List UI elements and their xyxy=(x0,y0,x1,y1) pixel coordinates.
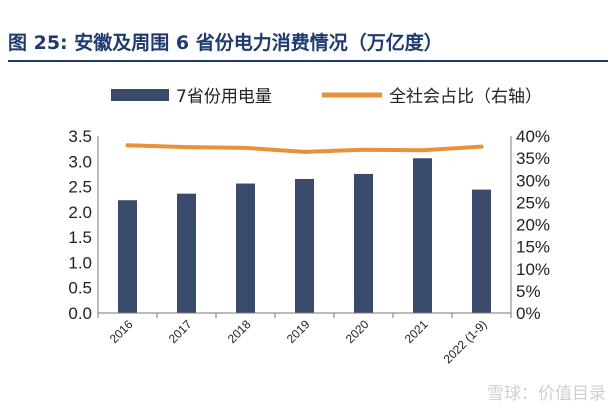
bar xyxy=(354,173,373,313)
y-tick-label: 2.5 xyxy=(68,178,92,197)
share-point xyxy=(420,148,425,153)
y-tick-label: 2.0 xyxy=(68,203,92,222)
bar xyxy=(295,178,314,313)
x-tick-label: 2019 xyxy=(284,317,313,346)
chart-title: 图 25: 安徽及周围 6 省份电力消费情况（万亿度） xyxy=(8,32,443,54)
y-tick-label: 3.5 xyxy=(68,127,92,146)
legend-line-label: 全社会占比（右轴） xyxy=(389,87,542,107)
share-point xyxy=(302,149,307,154)
share-point xyxy=(243,145,248,150)
title-divider xyxy=(8,60,608,62)
legend-bar-label: 7省份用电量 xyxy=(176,87,272,107)
plot-area: 0.0 0.5 1.0 1.5 2.0 2.5 3.0 3.5 0% 5% 10% 15% 20% 25%… xyxy=(68,127,550,366)
y-tick-label: 0.0 xyxy=(68,304,92,323)
share-point xyxy=(125,143,130,148)
legend: 7省份用电量 全社会占比（右轴） xyxy=(111,87,542,107)
legend-bar-swatch xyxy=(111,89,169,101)
share-point xyxy=(184,145,189,150)
y2-tick-label: 20% xyxy=(516,216,550,235)
y2-tick-label: 15% xyxy=(516,238,550,257)
y2-tick-label: 30% xyxy=(516,171,550,190)
x-tick-label: 2021 xyxy=(402,317,431,346)
y2-tick-label: 40% xyxy=(516,127,550,146)
y2-tick-label: 10% xyxy=(516,260,550,279)
watermark: 雪球：价值目录 xyxy=(487,384,606,404)
y-tick-label: 0.5 xyxy=(68,279,92,298)
y-tick-label: 1.5 xyxy=(68,228,92,247)
x-tick-label: 2018 xyxy=(225,317,254,346)
y-tick-label: 1.0 xyxy=(68,253,92,272)
y2-tick-label: 25% xyxy=(516,193,550,212)
bar xyxy=(413,158,432,313)
share-point xyxy=(361,147,366,152)
y-tick-label: 3.0 xyxy=(68,152,92,171)
bar xyxy=(118,200,137,313)
y2-tick-label: 5% xyxy=(516,282,541,301)
y2-tick-label: 0% xyxy=(516,304,541,323)
y2-tick-label: 35% xyxy=(516,149,550,168)
x-tick-label: 2016 xyxy=(107,317,136,346)
x-tick-label: 2020 xyxy=(343,317,372,346)
bar xyxy=(177,193,196,313)
x-tick-label: 2022 (1-9) xyxy=(441,317,490,366)
x-tick-label: 2017 xyxy=(166,317,195,346)
bar xyxy=(472,189,491,313)
bar xyxy=(236,183,255,313)
share-point xyxy=(479,144,484,149)
